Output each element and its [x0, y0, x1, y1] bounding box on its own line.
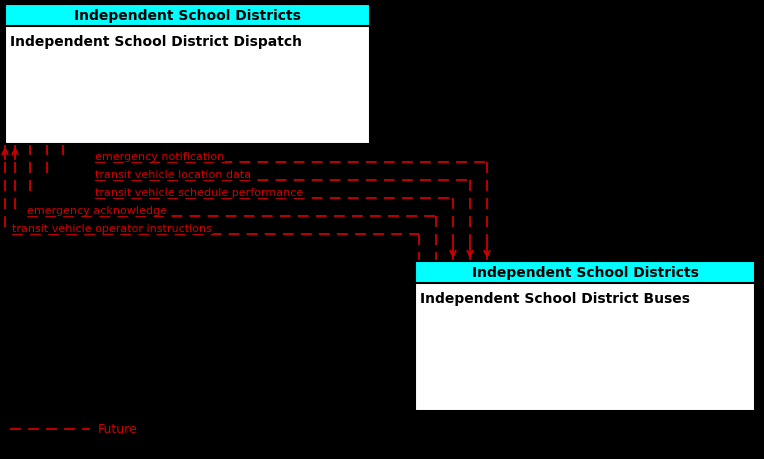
Bar: [415, 262, 755, 283]
Text: emergency acknowledge: emergency acknowledge: [27, 206, 167, 216]
Bar: [5, 5, 370, 27]
Bar: [415, 262, 755, 411]
Bar: [415, 262, 755, 283]
Text: Independent School Districts: Independent School Districts: [74, 9, 301, 23]
Text: Independent School District Buses: Independent School District Buses: [420, 291, 690, 305]
Text: Independent School District Dispatch: Independent School District Dispatch: [10, 35, 302, 49]
Bar: [5, 5, 370, 27]
Text: Independent School Districts: Independent School Districts: [471, 265, 698, 280]
Text: transit vehicle schedule performance: transit vehicle schedule performance: [95, 188, 303, 197]
Text: Future: Future: [98, 423, 138, 436]
Text: transit vehicle location data: transit vehicle location data: [95, 170, 251, 179]
Bar: [5, 5, 370, 145]
Text: emergency notification: emergency notification: [95, 151, 225, 162]
Text: transit vehicle operator instructions: transit vehicle operator instructions: [12, 224, 212, 234]
